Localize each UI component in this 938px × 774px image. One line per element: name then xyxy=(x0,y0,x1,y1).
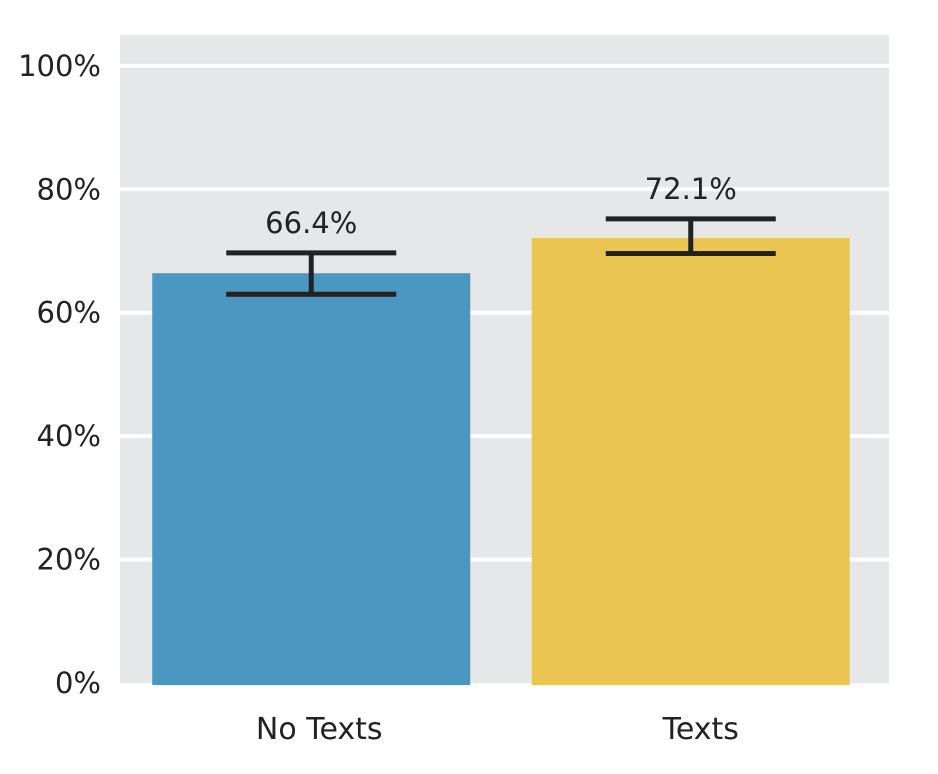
y-tick-label: 40% xyxy=(37,419,101,453)
error-bar xyxy=(226,250,397,297)
data-labels: 66.4% 72.1% xyxy=(265,172,737,240)
x-tick-label: Texts xyxy=(662,712,739,747)
error-bar xyxy=(605,216,776,256)
x-tick-label: No Texts xyxy=(256,712,383,747)
x-axis-ticks: No Texts Texts xyxy=(256,712,739,747)
bar-texts xyxy=(531,238,850,686)
data-label: 66.4% xyxy=(265,206,357,240)
bars xyxy=(152,238,850,686)
data-label: 72.1% xyxy=(645,172,737,206)
y-tick-label: 100% xyxy=(18,49,101,83)
y-tick-label: 60% xyxy=(37,296,101,330)
y-tick-label: 20% xyxy=(37,543,101,577)
error-bars xyxy=(226,216,776,297)
y-axis-ticks: 0% 20% 40% 60% 80% 100% xyxy=(18,49,101,700)
bar-no-texts xyxy=(152,273,471,685)
y-tick-label: 80% xyxy=(37,172,101,206)
y-tick-label: 0% xyxy=(55,666,101,700)
